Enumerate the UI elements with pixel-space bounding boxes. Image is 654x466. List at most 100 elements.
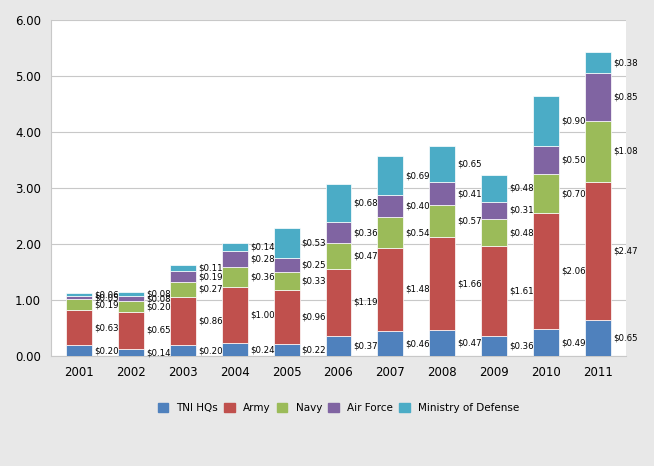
Text: $1.48: $1.48 — [405, 285, 430, 294]
Text: $0.57: $0.57 — [457, 217, 482, 226]
Bar — [326, 336, 351, 356]
Text: $0.28: $0.28 — [250, 254, 275, 263]
Text: $0.65: $0.65 — [146, 326, 171, 335]
Bar — [429, 205, 455, 237]
Bar — [533, 213, 559, 329]
Bar — [66, 310, 92, 345]
Text: $0.48: $0.48 — [509, 228, 534, 237]
Bar — [170, 271, 196, 282]
Text: $0.54: $0.54 — [405, 228, 430, 237]
Text: $0.49: $0.49 — [561, 338, 585, 347]
Bar — [585, 73, 611, 121]
Text: $0.27: $0.27 — [198, 285, 222, 294]
Bar — [481, 246, 507, 336]
Bar — [481, 219, 507, 246]
Bar — [585, 52, 611, 73]
Text: $2.06: $2.06 — [561, 267, 585, 276]
Bar — [377, 218, 404, 248]
Bar — [533, 174, 559, 213]
Text: $0.41: $0.41 — [457, 189, 482, 198]
Bar — [429, 237, 455, 330]
Bar — [533, 329, 559, 356]
Text: $0.08: $0.08 — [146, 290, 171, 299]
Text: $0.20: $0.20 — [198, 346, 222, 356]
Text: $0.48: $0.48 — [509, 184, 534, 193]
Text: $0.70: $0.70 — [561, 189, 585, 199]
Bar — [222, 343, 248, 356]
Text: $0.68: $0.68 — [354, 199, 378, 208]
Text: $0.06: $0.06 — [94, 290, 119, 299]
Bar — [222, 267, 248, 287]
Bar — [326, 243, 351, 269]
Text: $0.36: $0.36 — [354, 228, 378, 237]
Bar — [170, 282, 196, 297]
Text: $1.66: $1.66 — [457, 279, 482, 288]
Text: $0.47: $0.47 — [457, 339, 482, 348]
Text: $1.19: $1.19 — [354, 298, 378, 307]
Text: $0.37: $0.37 — [354, 342, 378, 350]
Bar — [377, 156, 404, 195]
Bar — [170, 265, 196, 271]
Text: $0.65: $0.65 — [457, 159, 482, 168]
Bar — [481, 175, 507, 202]
Bar — [326, 269, 351, 336]
Bar — [585, 182, 611, 320]
Bar — [118, 301, 144, 312]
Text: $0.50: $0.50 — [561, 156, 585, 164]
Bar — [429, 182, 455, 205]
Text: $0.47: $0.47 — [354, 251, 378, 260]
Text: $0.14: $0.14 — [250, 243, 275, 252]
Bar — [429, 145, 455, 182]
Text: $0.19: $0.19 — [94, 300, 119, 309]
Text: $1.00: $1.00 — [250, 310, 275, 320]
Bar — [222, 243, 248, 251]
Bar — [222, 287, 248, 343]
Text: $0.46: $0.46 — [405, 339, 430, 348]
Bar — [377, 195, 404, 218]
Text: $0.25: $0.25 — [301, 260, 326, 269]
Bar — [326, 222, 351, 243]
Bar — [66, 345, 92, 356]
Text: $0.65: $0.65 — [613, 334, 638, 343]
Bar — [481, 202, 507, 219]
Text: $0.40: $0.40 — [405, 202, 430, 211]
Bar — [533, 146, 559, 174]
Text: $1.61: $1.61 — [509, 287, 534, 295]
Bar — [222, 251, 248, 267]
Bar — [481, 336, 507, 356]
Text: $0.05: $0.05 — [94, 294, 119, 302]
Bar — [118, 349, 144, 356]
Text: $0.86: $0.86 — [198, 317, 222, 326]
Bar — [533, 96, 559, 146]
Legend: TNI HQs, Army, Navy, Air Force, Ministry of Defense: TNI HQs, Army, Navy, Air Force, Ministry… — [152, 398, 525, 418]
Text: $0.20: $0.20 — [94, 346, 119, 356]
Text: $0.19: $0.19 — [198, 272, 222, 281]
Bar — [273, 258, 300, 272]
Bar — [118, 312, 144, 349]
Bar — [170, 345, 196, 356]
Text: $0.90: $0.90 — [561, 116, 585, 125]
Text: $0.53: $0.53 — [301, 239, 326, 247]
Bar — [273, 228, 300, 258]
Text: $0.85: $0.85 — [613, 93, 638, 102]
Text: $0.63: $0.63 — [94, 323, 119, 332]
Bar — [170, 297, 196, 345]
Text: $0.38: $0.38 — [613, 58, 638, 67]
Bar — [66, 299, 92, 310]
Bar — [118, 292, 144, 296]
Text: $0.69: $0.69 — [405, 171, 430, 180]
Bar — [377, 248, 404, 331]
Text: $0.31: $0.31 — [509, 206, 534, 215]
Text: $0.20: $0.20 — [146, 302, 171, 311]
Text: $0.22: $0.22 — [301, 346, 326, 355]
Bar — [66, 293, 92, 296]
Text: $0.11: $0.11 — [198, 264, 222, 273]
Text: $0.14: $0.14 — [146, 348, 171, 357]
Text: $1.08: $1.08 — [613, 147, 638, 156]
Bar — [429, 330, 455, 356]
Text: $0.08: $0.08 — [146, 294, 171, 303]
Bar — [326, 185, 351, 222]
Bar — [118, 296, 144, 301]
Bar — [585, 320, 611, 356]
Text: $0.24: $0.24 — [250, 345, 275, 354]
